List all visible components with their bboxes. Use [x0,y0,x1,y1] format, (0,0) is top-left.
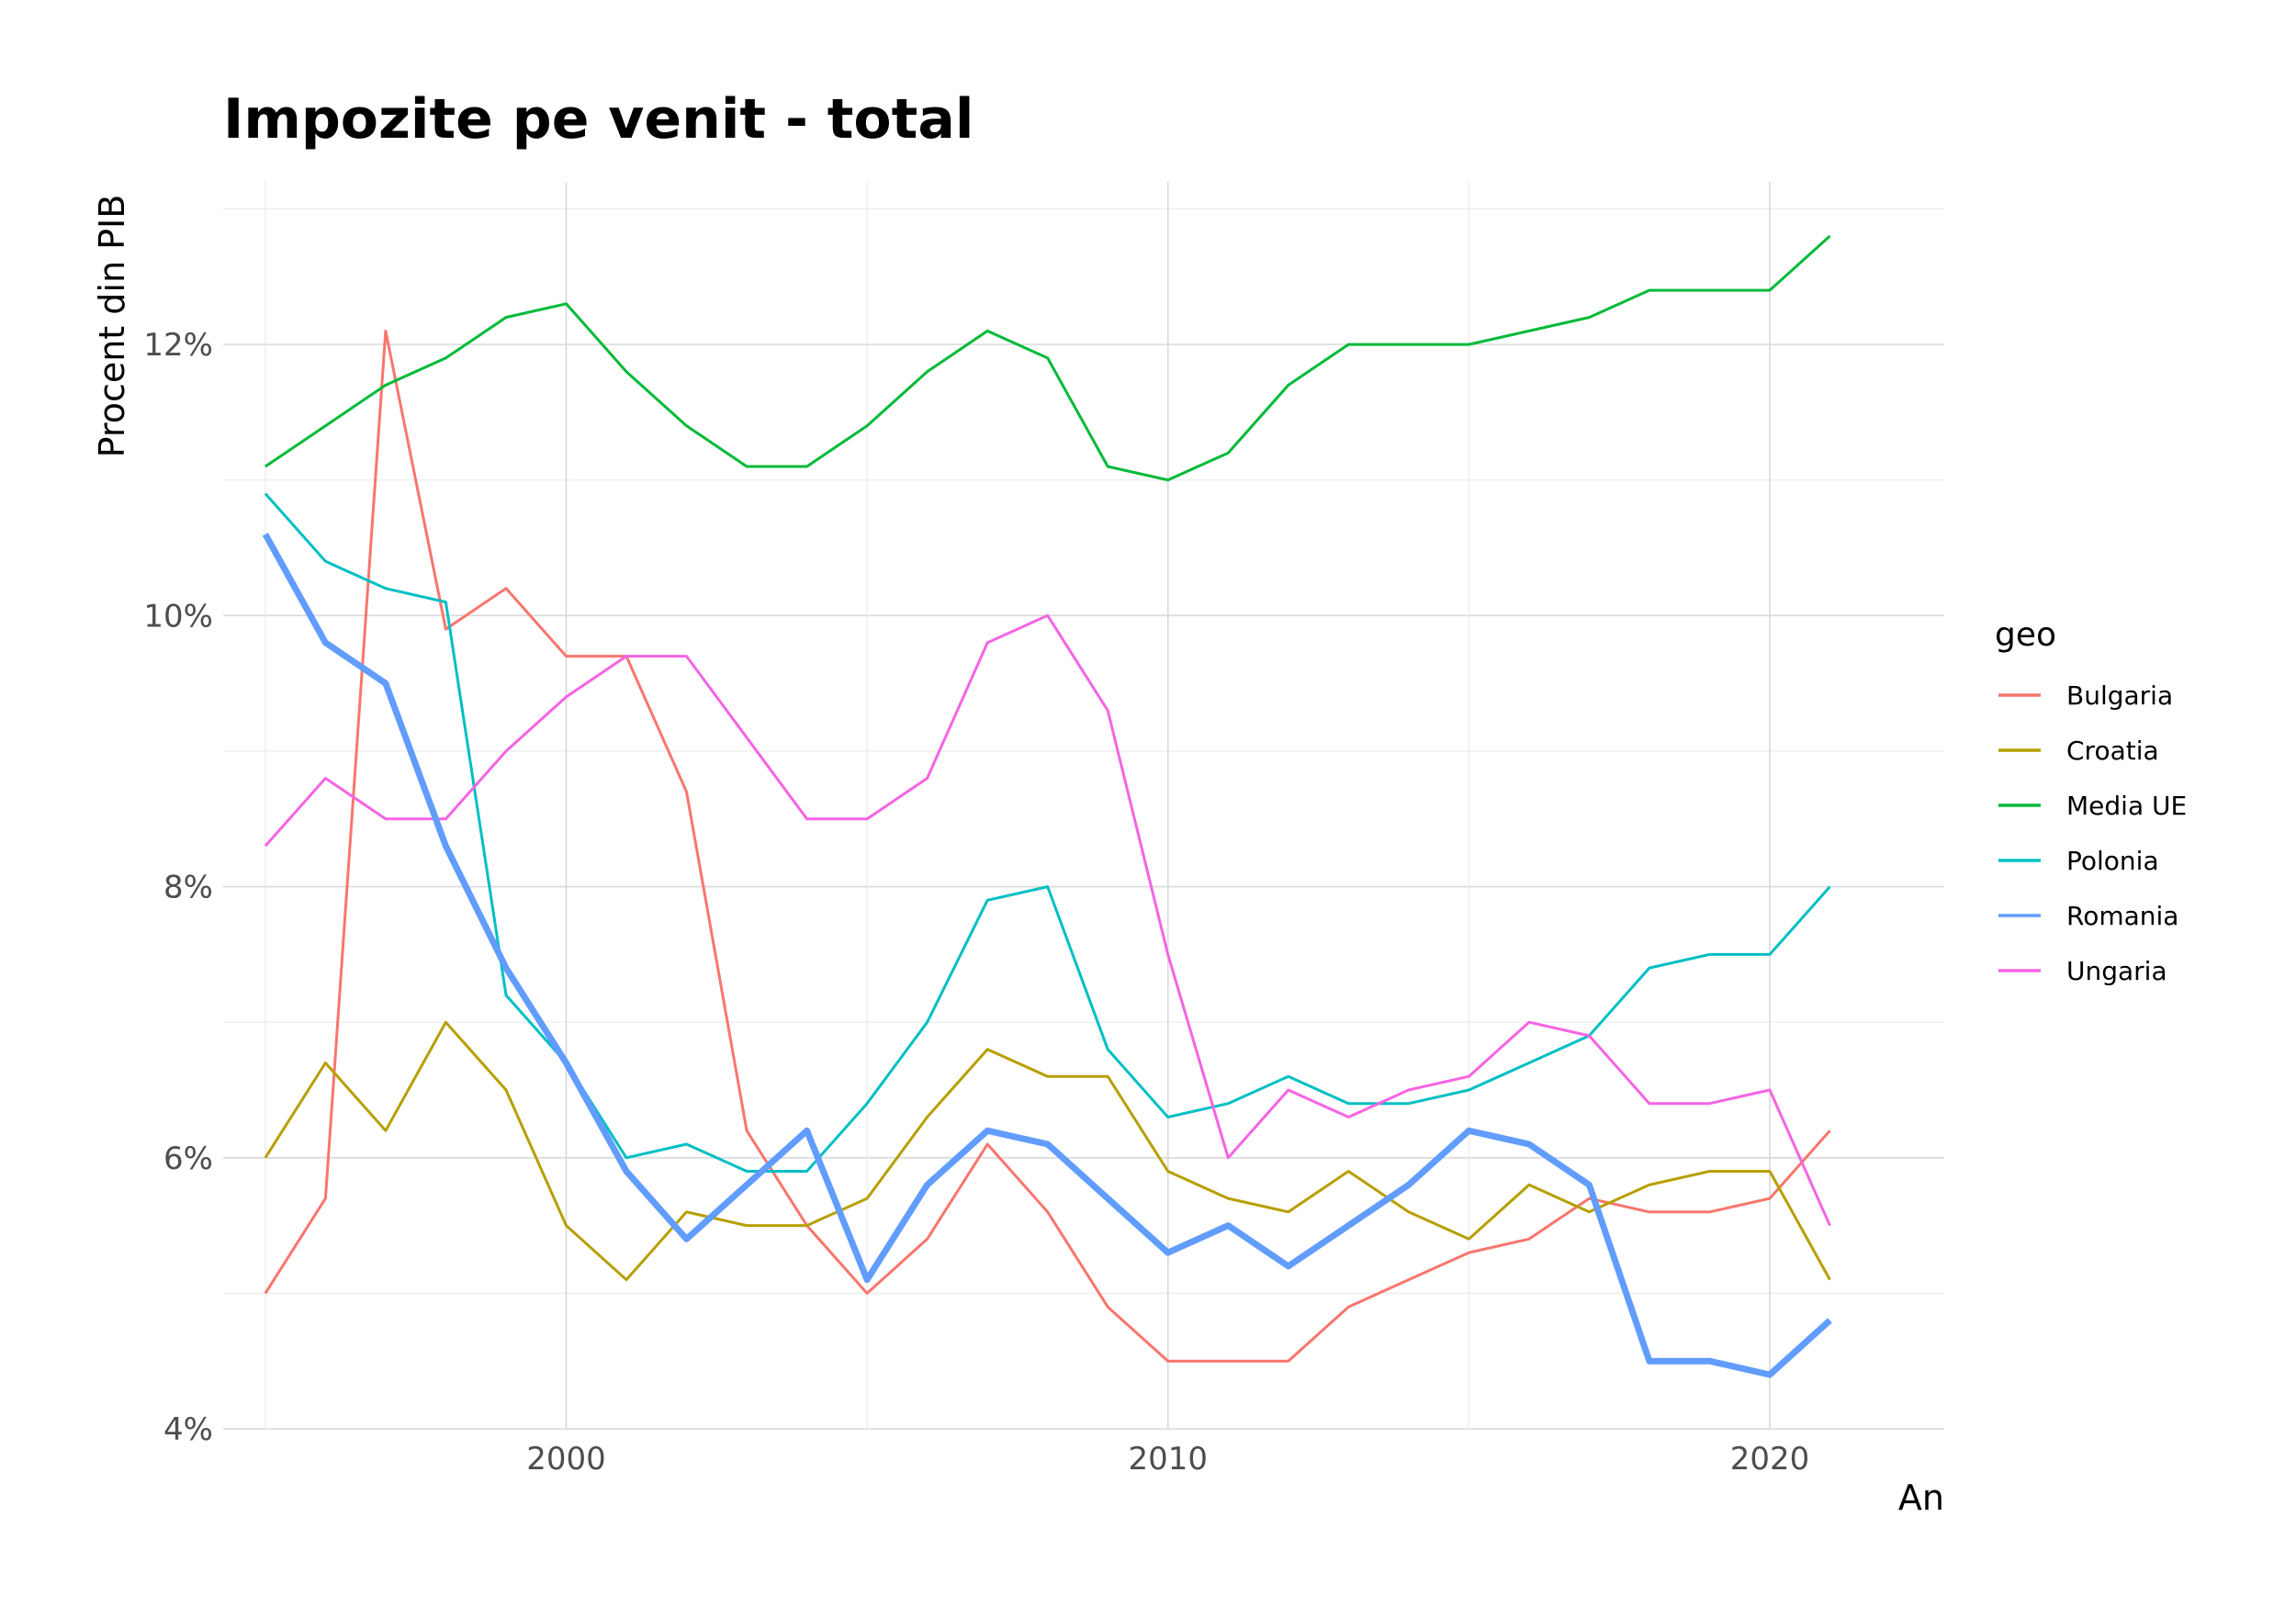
x-tick-label: 2010 [1128,1441,1208,1478]
y-axis-title: Procent din PIB [92,195,132,458]
y-tick-label: 6% [163,1141,213,1177]
series-lines [262,234,1832,1378]
legend-title: geo [1995,616,2056,654]
y-tick-label: 8% [163,870,213,906]
y-tick-label: 12% [143,327,213,364]
legend-label-romania: Romania [2066,901,2178,931]
x-tick-label: 2000 [526,1441,606,1478]
x-axis-title: An [1898,1478,1944,1518]
series-line-croatia [264,1020,1831,1282]
y-axis-ticks: 4% 6% 8% 10% 12% [143,327,213,1448]
legend-label-ungaria: Ungaria [2066,956,2167,986]
legend-label-polonia: Polonia [2066,846,2159,876]
series-line-media-ue [264,234,1831,482]
legend: geo Bulgaria Croatia Media UE Polonia Romani… [1995,616,2187,986]
legend-items: Bulgaria Croatia Media UE Polonia Romania Ung… [1998,680,2187,986]
legend-label-media-ue: Media UE [2066,791,2187,821]
x-tick-label: 2020 [1730,1441,1810,1478]
series-line-ungaria [264,613,1831,1227]
series-line-polonia [264,492,1831,1173]
grid [223,182,1944,1430]
x-axis-ticks: 2000 2010 2020 [526,1441,1809,1478]
legend-label-croatia: Croatia [2066,736,2159,766]
chart-title: Impozite pe venit - total [223,87,974,152]
series-line-romania [262,533,1832,1378]
series-line-bulgaria [264,329,1831,1363]
y-tick-label: 10% [143,598,213,635]
y-tick-label: 4% [163,1411,213,1448]
legend-label-bulgaria: Bulgaria [2066,680,2173,711]
